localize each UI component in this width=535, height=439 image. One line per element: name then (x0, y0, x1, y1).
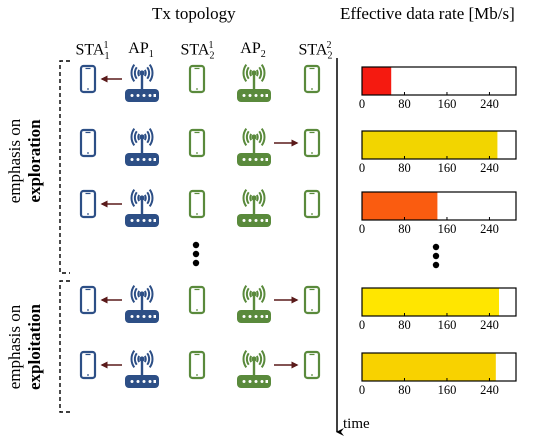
rate-tick-label-5-0: 0 (359, 383, 365, 397)
rate-tick-label-2-80: 80 (398, 161, 411, 175)
ap1-router-icon-3 (125, 189, 159, 227)
rate-ellipsis (432, 243, 440, 269)
rate-bar-1 (362, 67, 392, 95)
exploitation-label: emphasis on exploitation (5, 304, 44, 390)
sta11-icon-4 (79, 285, 97, 315)
sta22-icon-3 (303, 189, 321, 219)
rate-bar-5 (362, 353, 496, 381)
rate-tick-label-2-160: 160 (438, 161, 457, 175)
rate-frame-4 (361, 287, 517, 317)
sta11-icon-2 (79, 128, 97, 158)
ap2-router-icon-5 (237, 350, 271, 388)
rate-tick-label-4-80: 80 (398, 318, 411, 332)
rate-tick-label-3-160: 160 (438, 222, 457, 236)
rate-tick-label-1-0: 0 (359, 97, 365, 111)
ap2-router-icon-1 (237, 64, 271, 102)
sta11-icon-1 (79, 64, 97, 94)
rate-tick-label-4-240: 240 (480, 318, 499, 332)
rate-tick-label-1-80: 80 (398, 97, 411, 111)
col-label-sta11: STA11 (75, 40, 110, 62)
rate-tick-label-3-80: 80 (398, 222, 411, 236)
ap1-router-icon-1 (125, 64, 159, 102)
rate-bar-2 (362, 131, 498, 159)
sta21-icon-1 (188, 64, 206, 94)
sta11-icon-3 (79, 189, 97, 219)
sta22-icon-1 (303, 64, 321, 94)
sta22-icon-4 (303, 285, 321, 315)
topology-ellipsis (192, 241, 200, 267)
sta22-icon-5 (303, 350, 321, 380)
static-layer (59, 58, 440, 436)
ap2-router-icon-4 (237, 285, 271, 323)
rate-bar-3 (362, 192, 438, 220)
rate-frame-2 (361, 130, 517, 160)
col-label-ap2: AP2 (240, 40, 266, 61)
col-label-sta22: STA22 (298, 40, 333, 62)
rate-tick-label-2-0: 0 (359, 161, 365, 175)
sta21-icon-5 (188, 350, 206, 380)
rows-layer: 0 80 160 240 0 80 160 240 0 80 160 240 0 80 160 240 0 80 1… (79, 64, 517, 397)
rate-tick-label-5-80: 80 (398, 383, 411, 397)
rate-header: Effective data rate [Mb/s] (340, 4, 515, 23)
ap2-router-icon-3 (237, 189, 271, 227)
rate-tick-label-3-0: 0 (359, 222, 365, 236)
sta11-icon-5 (79, 350, 97, 380)
exploitation-bracket (59, 280, 70, 413)
ap1-router-icon-5 (125, 350, 159, 388)
rate-frame-5 (361, 352, 517, 382)
rate-tick-label-3-240: 240 (480, 222, 499, 236)
rate-tick-label-5-240: 240 (480, 383, 499, 397)
sta22-icon-2 (303, 128, 321, 158)
rate-frame-3 (361, 191, 517, 221)
sta21-icon-3 (188, 189, 206, 219)
rate-tick-label-5-160: 160 (438, 383, 457, 397)
rate-bar-4 (362, 288, 500, 316)
sta21-icon-2 (188, 128, 206, 158)
time-label: time (343, 416, 370, 432)
rate-frame-1 (361, 66, 517, 96)
topology-header: Tx topology (152, 4, 236, 23)
rate-tick-label-2-240: 240 (480, 161, 499, 175)
exploration-bracket (59, 60, 70, 274)
col-label-ap1: AP1 (128, 40, 154, 61)
sta21-icon-4 (188, 285, 206, 315)
rate-tick-label-1-240: 240 (480, 97, 499, 111)
exploration-label: emphasis on exploration (5, 118, 44, 204)
ap2-router-icon-2 (237, 128, 271, 166)
col-label-sta21: STA21 (180, 40, 215, 62)
ap1-router-icon-2 (125, 128, 159, 166)
rate-tick-label-4-0: 0 (359, 318, 365, 332)
rate-tick-label-4-160: 160 (438, 318, 457, 332)
rate-tick-label-1-160: 160 (438, 97, 457, 111)
ap1-router-icon-4 (125, 285, 159, 323)
